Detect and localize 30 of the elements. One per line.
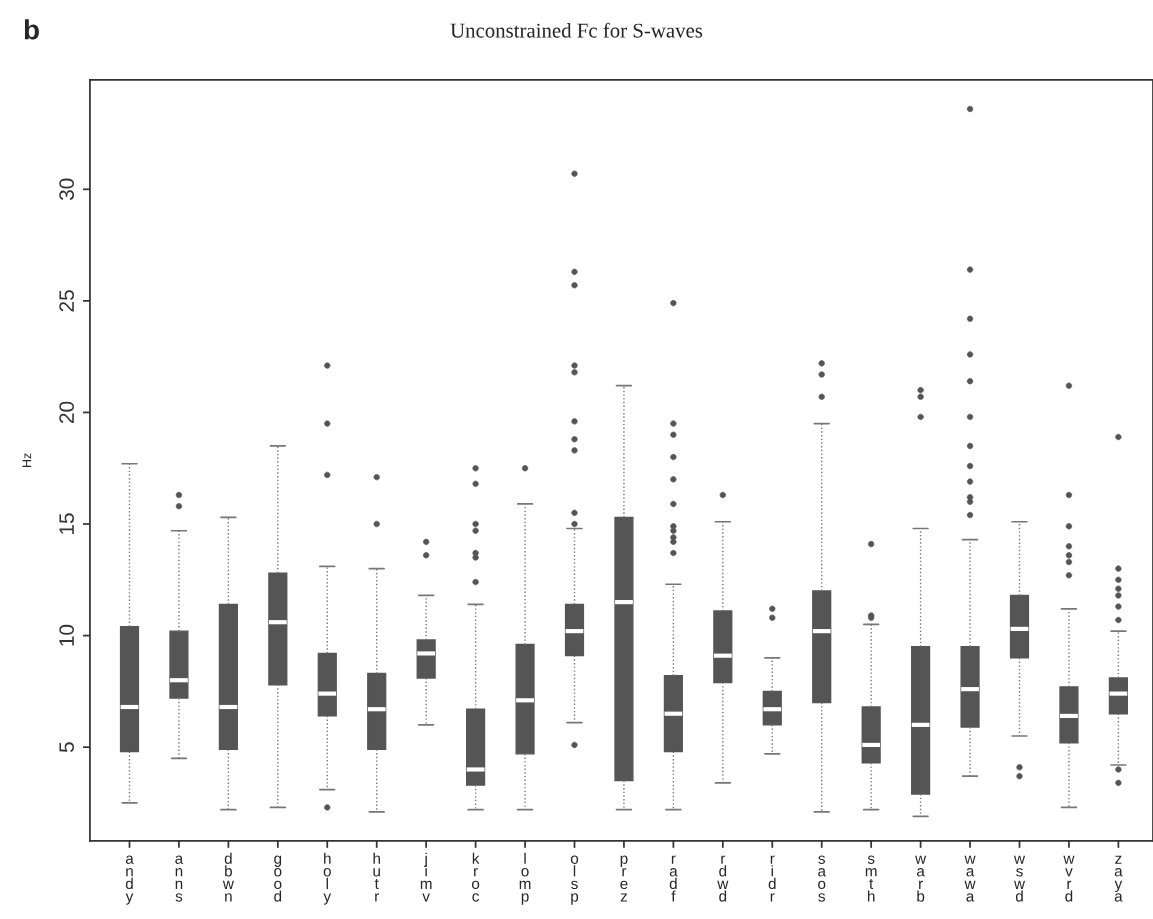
y-axis-title: Hz (22, 453, 32, 468)
x-tick-label: olsp (570, 855, 579, 905)
x-tick-label: jimv (420, 852, 432, 902)
x-tick-label: saos (818, 855, 826, 902)
x-tick-label: rdwd (717, 855, 729, 902)
chart-title: Unconstrained Fc for S-waves (450, 22, 703, 38)
x-tick-label: zaya (1114, 855, 1123, 902)
x-tick-label: dbwn (222, 852, 234, 902)
x-tick-label: holy (323, 852, 332, 905)
y-tick-label: 5 (59, 742, 75, 753)
x-tick-label: ridr (768, 855, 776, 902)
x-tick-label: wswd (1013, 855, 1026, 902)
x-tick-label: lomp (519, 852, 531, 905)
x-tick-label: warb (915, 855, 927, 902)
x-tick-label: prez (620, 855, 628, 902)
x-tick-label: radf (669, 855, 678, 902)
x-tick-label: wawa (964, 855, 976, 902)
y-tick-label: 15 (59, 513, 75, 535)
x-tick-label: kroc (472, 852, 480, 902)
y-tick-label: 10 (59, 624, 75, 646)
x-tick-label: good (274, 855, 282, 902)
x-tick-label: andy (125, 855, 134, 905)
text: b (24, 19, 39, 40)
x-tick-label: hutr (373, 852, 380, 902)
x-tick-label: anns (175, 855, 184, 902)
y-tick-label: 25 (59, 290, 75, 312)
y-tick-label: 20 (59, 401, 75, 423)
y-tick-label: 30 (59, 178, 75, 201)
x-tick-label: smth (865, 855, 877, 902)
x-tick-label: wvrd (1063, 855, 1075, 902)
